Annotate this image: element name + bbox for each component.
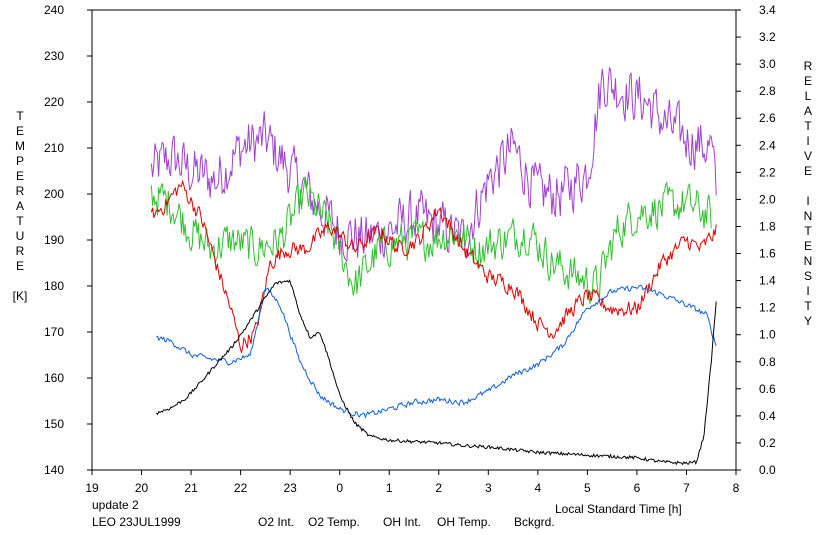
series-group: [150, 67, 717, 466]
y-left-tick-label: 220: [44, 95, 64, 109]
y-left-label-letter: P: [16, 154, 24, 168]
y-left-label-letter: E: [16, 259, 24, 273]
y-left-label-letter: A: [16, 199, 24, 213]
y-right-tick-label: 2.6: [759, 111, 776, 125]
x-tick-label: 21: [184, 481, 198, 495]
legend-o2-int: O2 Int.: [258, 515, 294, 529]
y-right-tick-label: 2.0: [759, 192, 776, 206]
series-line-o2-temp: [150, 67, 717, 262]
series-line-oh-temp: [150, 176, 712, 304]
y-left-label-letter: E: [16, 124, 24, 138]
y-right-label-letter: T: [804, 224, 812, 238]
y-left-label-letter: R: [16, 184, 25, 198]
x-tick-label: 2: [435, 481, 442, 495]
legend-bckgrd: Bckgrd.: [514, 515, 555, 529]
x-tick-label: 20: [135, 481, 149, 495]
y-right-tick-label: 1.8: [759, 219, 776, 233]
y-right-tick-label: 1.6: [759, 247, 776, 261]
y-left-tick-label: 160: [44, 371, 64, 385]
y-right-tick-label: 1.2: [759, 301, 776, 315]
series-line-oh-int: [150, 179, 717, 355]
y-right-label-letter: E: [804, 239, 812, 253]
y-right-tick-label: 3.2: [759, 30, 776, 44]
y-right-tick-label: 0.4: [759, 409, 776, 423]
y-right-tick-label: 0.2: [759, 436, 776, 450]
y-left-label-letter: M: [15, 139, 25, 153]
x-tick-label: 0: [336, 481, 343, 495]
x-tick-label: 3: [485, 481, 492, 495]
y-right-tick-label: 1.0: [759, 328, 776, 342]
y-left-tick-label: 150: [44, 417, 64, 431]
y-right-label-letter: T: [804, 299, 812, 313]
y-right-axis-ticks: 0.0 0.2 0.4 0.6 0.8 1.0 1.2 1.4 1.6 1.8 2.0 2.2 2.4 2…: [736, 3, 776, 477]
y-left-tick-label: 230: [44, 49, 64, 63]
y-right-label-letter: N: [804, 209, 813, 223]
y-left-label-letter: [K]: [13, 289, 28, 303]
x-tick-label: 5: [584, 481, 591, 495]
y-right-label-letter: Y: [804, 314, 812, 328]
y-right-label-letter: V: [804, 149, 812, 163]
y-right-tick-label: 3.4: [759, 3, 776, 17]
y-right-tick-label: 0.6: [759, 382, 776, 396]
x-tick-label: 8: [733, 481, 740, 495]
y-left-label-letter: T: [16, 109, 24, 123]
x-axis-ticks: 19 20 21 22 23 0 1 2 3 4 5 6 7 8: [85, 470, 740, 495]
y-right-label-letter: R: [804, 59, 813, 73]
y-right-tick-label: 0.0: [759, 463, 776, 477]
x-tick-label: 4: [535, 481, 542, 495]
y-right-label-letter: E: [804, 74, 812, 88]
y-left-label-letter: E: [16, 169, 24, 183]
y-right-label-letter: I: [806, 284, 809, 298]
y-left-label-letter: T: [16, 214, 24, 228]
series-line-o2-int: [156, 284, 717, 419]
y-right-label-letter: T: [804, 119, 812, 133]
y-right-tick-label: 3.0: [759, 57, 776, 71]
x-axis-label: Local Standard Time [h]: [555, 502, 682, 516]
x-tick-label: 6: [634, 481, 641, 495]
y-left-tick-label: 140: [44, 463, 64, 477]
y-right-label-letter: N: [804, 254, 813, 268]
y-left-tick-label: 180: [44, 279, 64, 293]
x-tick-label: 1: [386, 481, 393, 495]
y-right-label-letter: E: [804, 164, 812, 178]
legend-oh-temp: OH Temp.: [437, 515, 491, 529]
y-right-label-letter: I: [806, 134, 809, 148]
y-left-label-letter: U: [16, 229, 25, 243]
y-left-tick-label: 190: [44, 233, 64, 247]
y-left-axis-ticks: 140 150 160 170 180 190 200 210 220 230 240: [44, 3, 92, 477]
y-left-tick-label: 200: [44, 187, 64, 201]
legend-oh-int: OH Int.: [383, 515, 421, 529]
y-right-label-letter: L: [805, 89, 812, 103]
x-tick-label: 19: [85, 481, 99, 495]
y-right-label-letter: I: [806, 194, 809, 208]
y-right-label-letter: A: [804, 104, 812, 118]
y-left-tick-label: 210: [44, 141, 64, 155]
legend-o2-temp: O2 Temp.: [308, 515, 360, 529]
y-right-tick-label: 2.4: [759, 138, 776, 152]
y-right-tick-label: 2.2: [759, 165, 776, 179]
y-right-tick-label: 0.8: [759, 355, 776, 369]
y-left-tick-label: 170: [44, 325, 64, 339]
x-tick-label: 7: [683, 481, 690, 495]
station-annotation: LEO 23JUL1999: [92, 515, 181, 529]
update-annotation: update 2: [92, 498, 139, 512]
x-tick-label: 23: [283, 481, 297, 495]
y-right-tick-label: 1.4: [759, 274, 776, 288]
y-left-tick-label: 240: [44, 3, 64, 17]
y-left-label-letter: R: [16, 244, 25, 258]
x-tick-label: 22: [234, 481, 248, 495]
y-right-tick-label: 2.8: [759, 84, 776, 98]
series-line-bckgrd: [156, 279, 717, 466]
y-right-label-letter: S: [804, 269, 812, 283]
